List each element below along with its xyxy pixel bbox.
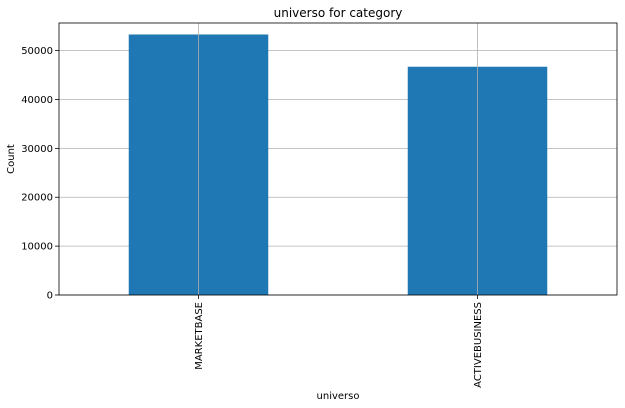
y-tick-label: 40000 [21, 95, 53, 106]
y-tick-label: 0 [47, 291, 53, 302]
y-tick-label: 50000 [21, 46, 53, 57]
y-tick-label: 30000 [21, 144, 53, 155]
bars [128, 34, 548, 295]
chart-title: universo for category [274, 6, 403, 20]
y-tick-label: 10000 [21, 242, 53, 253]
y-axis-ticks: 0 10000 20000 30000 40000 50000 [21, 46, 59, 302]
x-tick-label: MARKETBASE [194, 302, 205, 370]
y-tick-label: 20000 [21, 193, 53, 204]
x-tick-label: ACTIVEBUSINESS [473, 302, 484, 388]
x-axis-label: universo [317, 391, 360, 402]
x-gridlines-front [198, 23, 478, 295]
plot-frame [58, 22, 618, 296]
y-axis-label: Count [6, 144, 17, 174]
x-axis-ticks: MARKETBASE ACTIVEBUSINESS [194, 295, 484, 388]
